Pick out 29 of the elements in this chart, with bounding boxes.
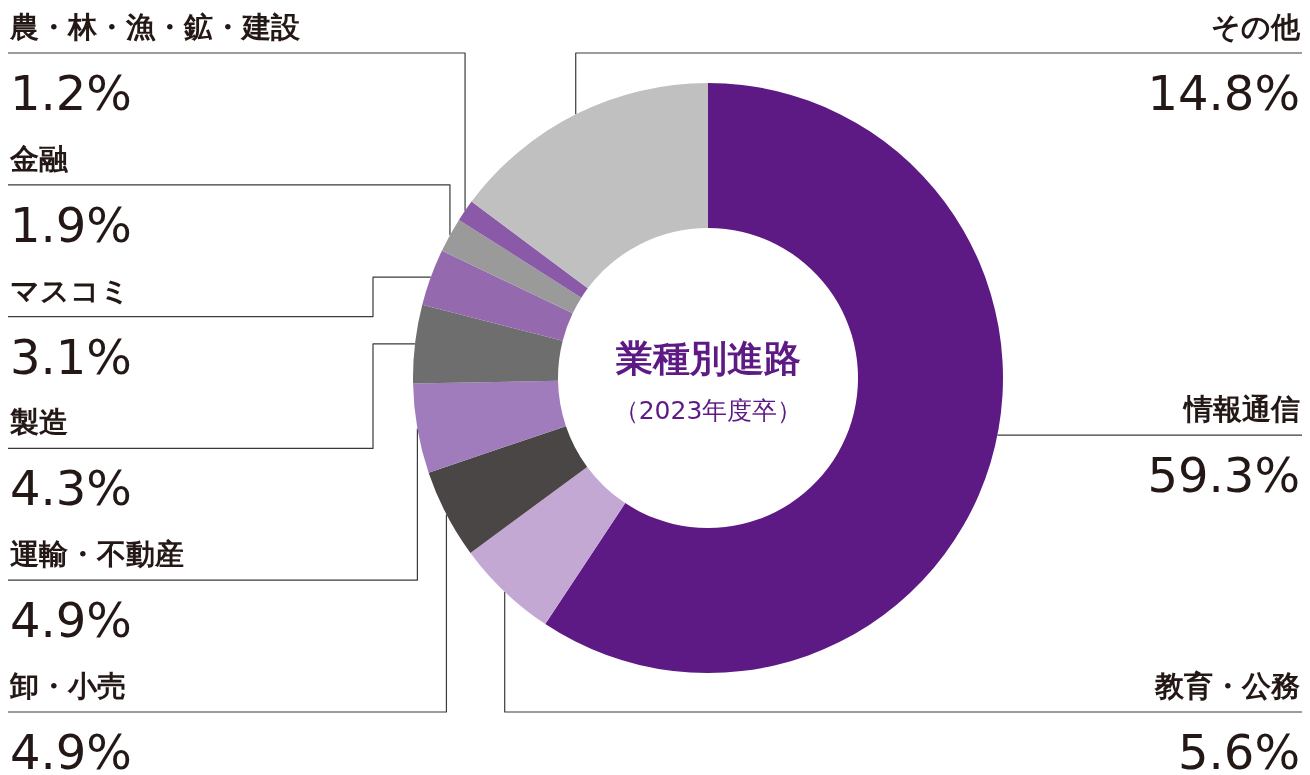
donut-slice	[428, 426, 588, 553]
slice-label: 製造	[9, 405, 68, 440]
data-label: 4.9%	[10, 592, 132, 649]
donut-slice	[471, 83, 708, 289]
data-label: 14.8%	[1147, 65, 1300, 121]
slice-label: 運輸・不動産	[10, 537, 184, 572]
data-label: 5.6%	[1178, 724, 1300, 775]
donut-slice	[441, 219, 582, 314]
data-label: 1.2%	[10, 65, 132, 121]
donut-slice	[422, 250, 573, 341]
donut-slice	[458, 201, 588, 298]
text: （2023年度卒）	[613, 396, 803, 425]
text: 業種別進路	[614, 337, 801, 380]
slice-label: マスコミ	[10, 273, 130, 308]
data-label: 4.9%	[10, 724, 132, 775]
donut-slice	[413, 304, 563, 384]
slice-label: 情報通信	[1182, 392, 1300, 427]
donut-slice	[470, 466, 626, 625]
data-label: 4.3%	[10, 460, 132, 517]
data-label: 59.3%	[1147, 447, 1300, 504]
slice-label: その他	[1211, 10, 1301, 44]
data-label: 1.9%	[10, 196, 132, 253]
slice-label: 卸・小売	[9, 669, 126, 703]
donut-slice	[545, 83, 1003, 673]
slice-label: 金融	[9, 141, 69, 176]
data-label: 3.1%	[10, 328, 132, 385]
slice-label: 農・林・漁・鉱・建設	[9, 10, 300, 44]
donut-slice	[413, 380, 566, 473]
slice-label: 教育・公務	[1154, 669, 1300, 703]
